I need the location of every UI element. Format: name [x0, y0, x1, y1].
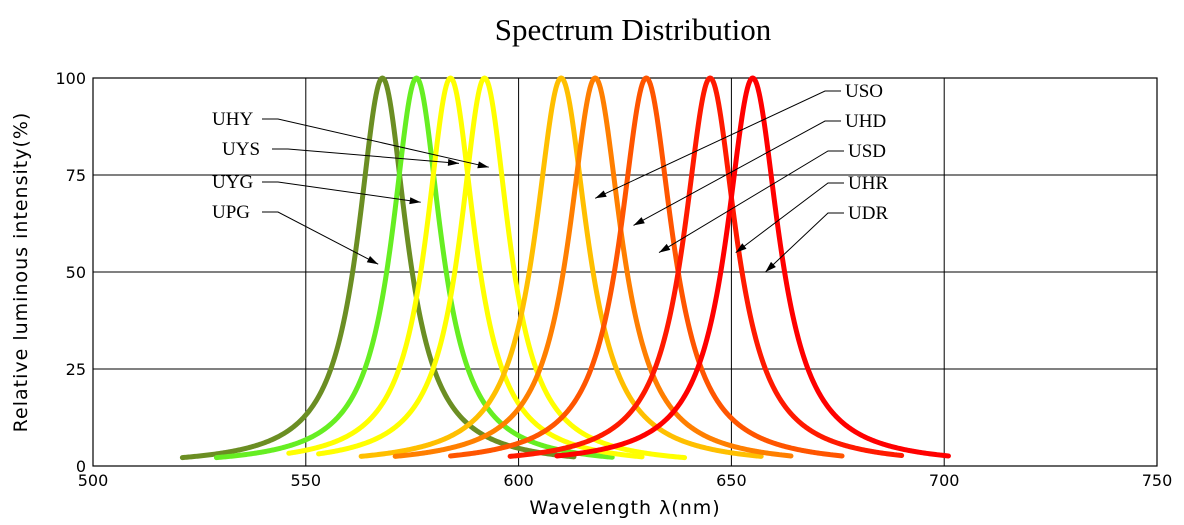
series-curve-uys: [286, 75, 645, 460]
callout-leader-uyg: [262, 181, 421, 203]
callout-arrowhead-usd: [659, 243, 671, 253]
x-axis-label: Wavelength λ(nm): [529, 497, 720, 519]
callout-leader-udr: [765, 212, 844, 273]
callout-uso: USO: [594, 81, 883, 199]
callout-label-usd: USD: [848, 141, 886, 162]
y-tick-label-75: 75: [66, 166, 86, 185]
callout-arrowhead-uhy: [477, 161, 489, 169]
callout-label-uso: USO: [845, 81, 883, 102]
x-tick-label-700: 700: [929, 471, 960, 490]
callout-uhy: UHY: [212, 109, 489, 169]
callout-leader-uhd: [633, 120, 841, 226]
callout-arrowhead-uyg: [409, 197, 421, 205]
callout-leader-uhy: [262, 118, 489, 168]
y-tick-labels: 0 25 50 75 100: [55, 69, 86, 476]
series-curve-uyg: [213, 75, 615, 461]
series-curve-uhr: [507, 75, 905, 459]
callout-annotations: UHY UYS UYG UPG USO UHD USD UHR UDR: [212, 81, 888, 273]
callout-label-uhy: UHY: [212, 109, 253, 130]
callout-label-uhr: UHR: [848, 173, 888, 194]
callout-label-uys: UYS: [222, 139, 260, 160]
x-tick-label-550: 550: [291, 471, 322, 490]
callout-uyg: UYG: [212, 172, 421, 205]
callout-arrowhead-uys: [447, 159, 459, 166]
y-axis-label: Relative luminous intensity(%): [10, 112, 32, 433]
callout-usd: USD: [658, 141, 886, 254]
x-tick-label-600: 600: [503, 471, 534, 490]
callout-leader-usd: [658, 150, 844, 254]
callout-leader-uhr: [735, 182, 844, 253]
x-tick-label-500: 500: [78, 471, 109, 490]
callout-arrowhead-udr: [765, 261, 776, 272]
callout-arrowhead-uhd: [633, 217, 645, 226]
callout-leader-upg: [262, 211, 379, 265]
x-tick-label-650: 650: [716, 471, 747, 490]
y-tick-label-50: 50: [66, 263, 86, 282]
callout-leader-uys: [272, 148, 460, 164]
callout-arrowhead-uso: [595, 190, 607, 199]
callout-arrowhead-upg: [366, 256, 379, 265]
series-curve-uhy: [316, 75, 688, 461]
callout-uys: UYS: [222, 139, 460, 166]
callout-label-uhd: UHD: [845, 111, 886, 132]
callout-label-uyg: UYG: [212, 172, 253, 193]
callout-leader-uso: [594, 90, 841, 199]
callout-label-upg: UPG: [212, 202, 250, 223]
x-tick-label-750: 750: [1142, 471, 1173, 490]
series-curve-udr: [554, 75, 951, 459]
callout-uhd: UHD: [633, 111, 886, 226]
x-tick-labels: 500 550 600 650 700 750: [78, 471, 1173, 490]
callout-udr: UDR: [765, 203, 888, 273]
series-curves: [179, 75, 951, 461]
callout-label-udr: UDR: [848, 203, 888, 224]
callout-arrowhead-uhr: [735, 243, 747, 253]
series-curve-usd: [448, 75, 845, 459]
callout-uhr: UHR: [735, 173, 888, 253]
y-tick-label-25: 25: [66, 360, 86, 379]
chart-title: Spectrum Distribution: [495, 12, 772, 47]
callout-upg: UPG: [212, 202, 379, 265]
series-curve-uhd: [392, 75, 794, 459]
series-curve-uso: [358, 75, 764, 459]
y-tick-label-0: 0: [76, 457, 86, 476]
y-tick-label-100: 100: [55, 69, 86, 88]
